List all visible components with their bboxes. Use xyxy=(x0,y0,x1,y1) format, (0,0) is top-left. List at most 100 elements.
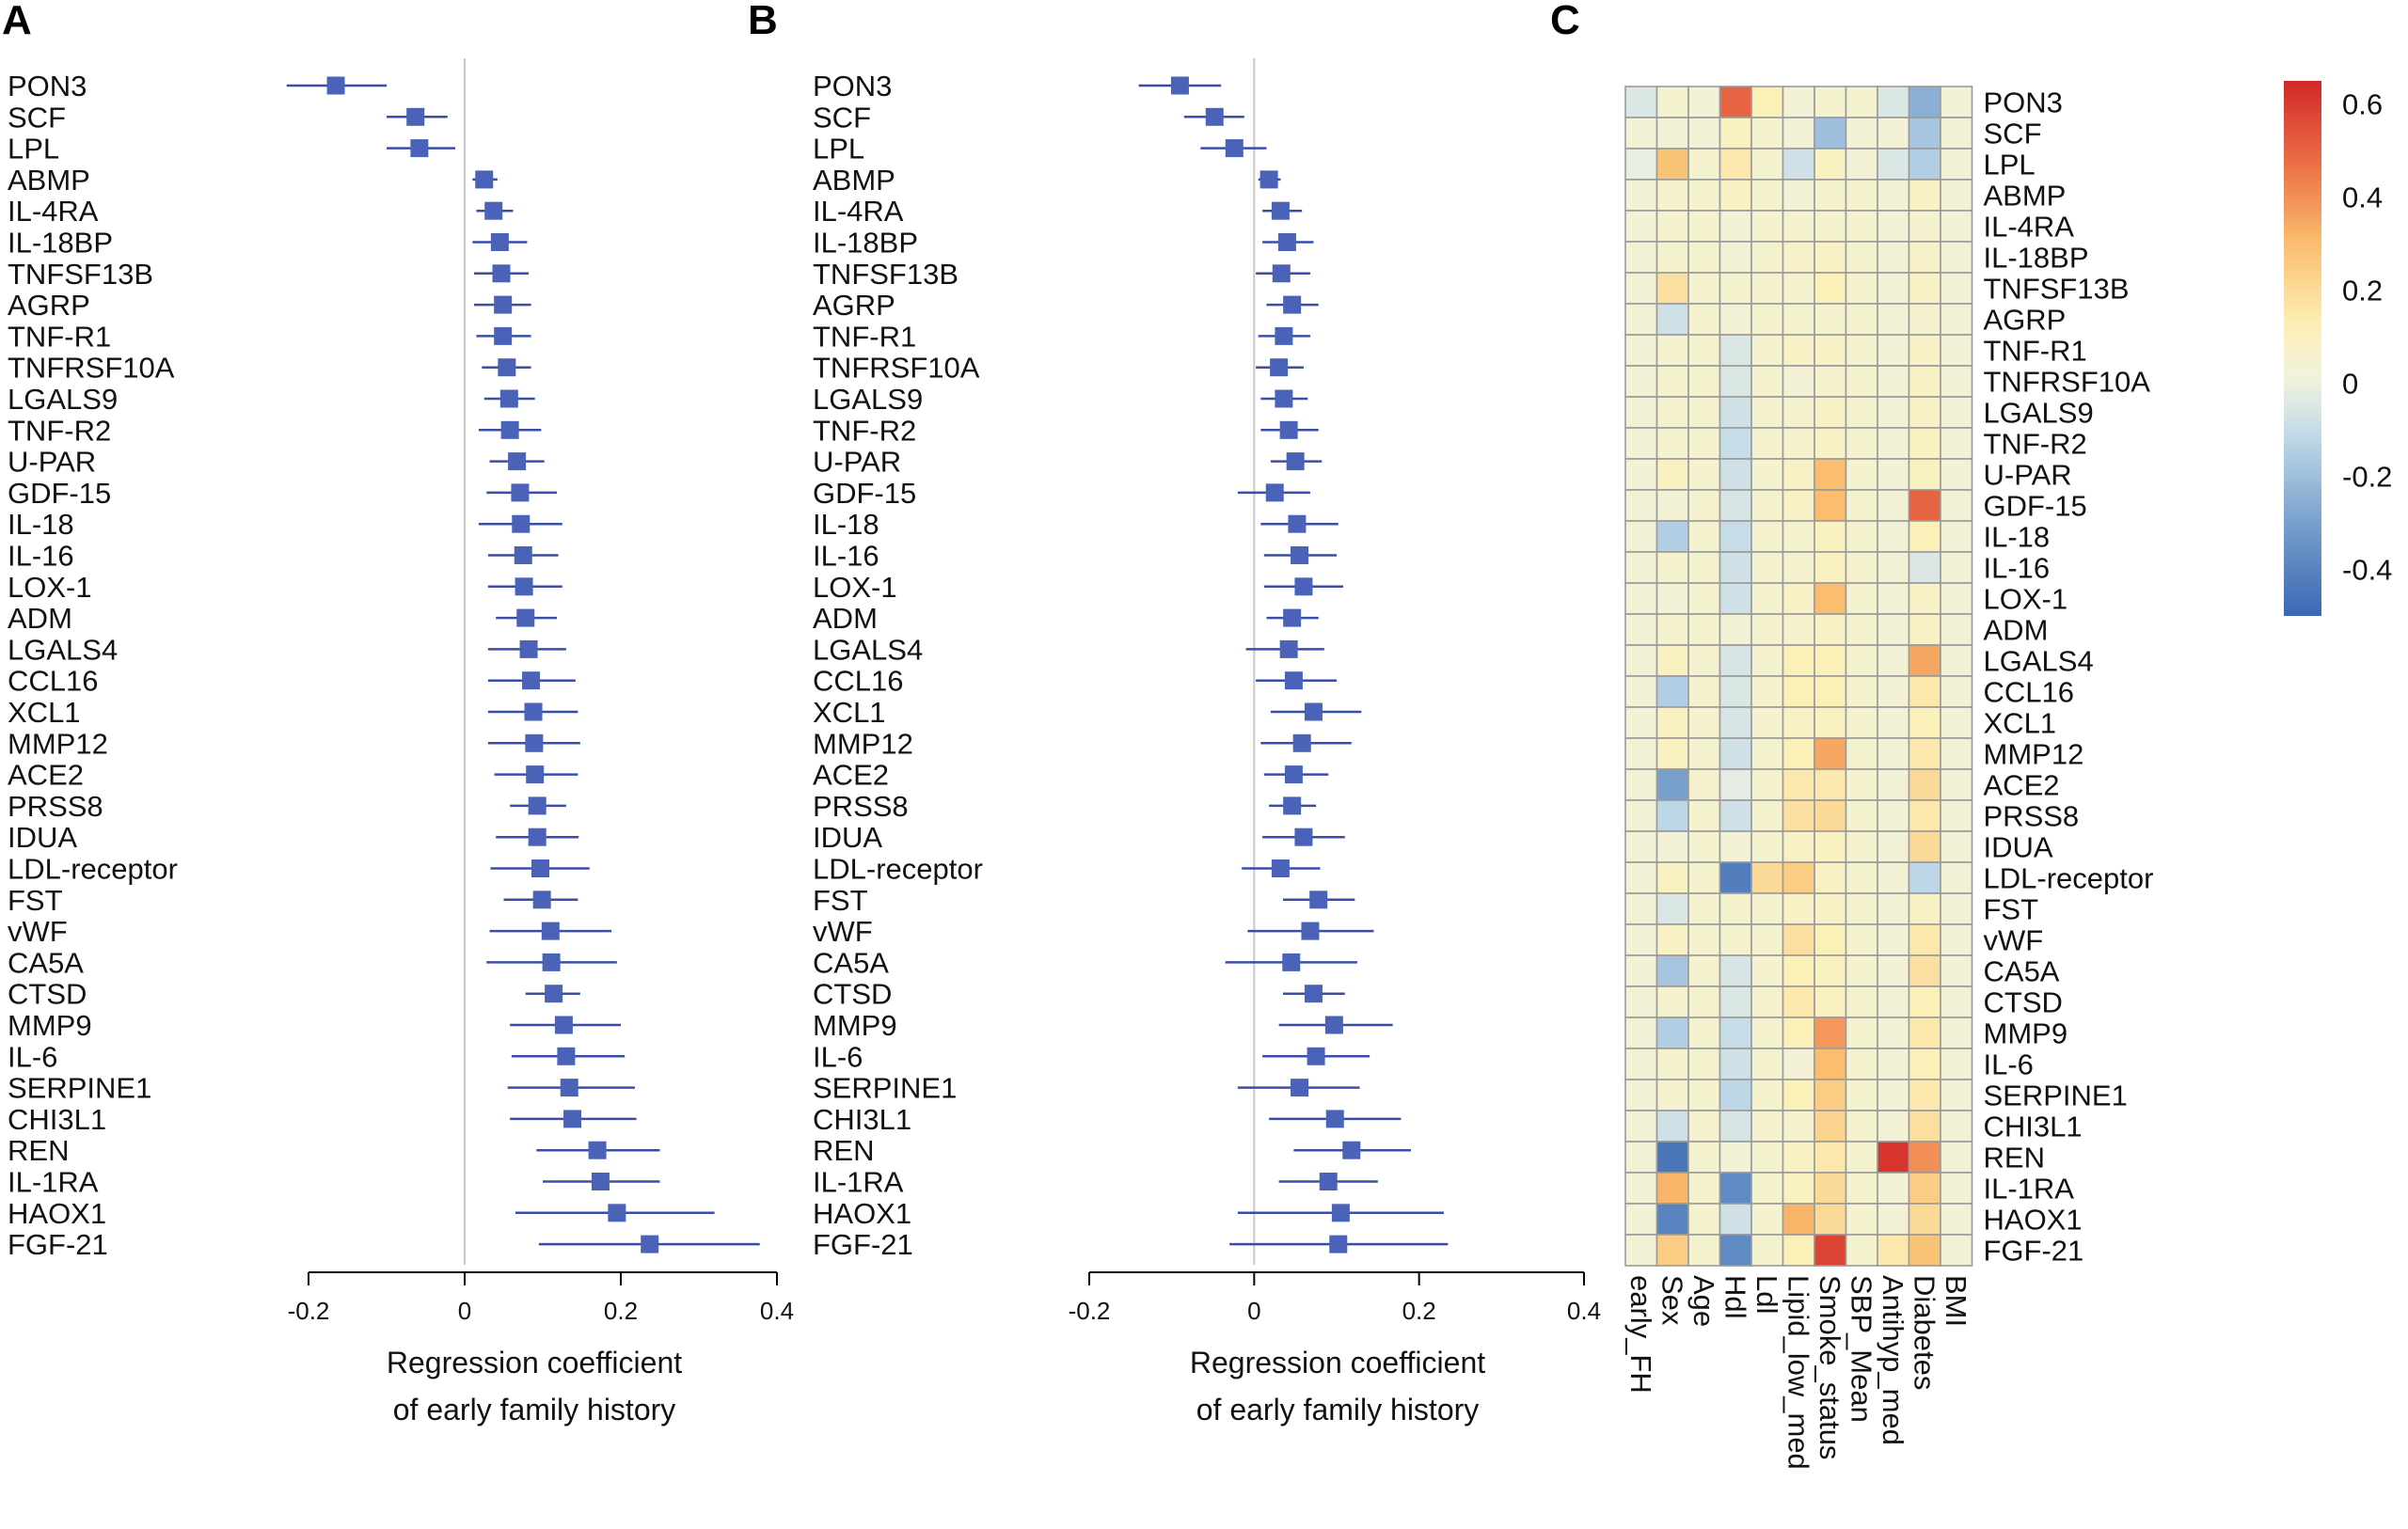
forest-a-protein-label: vWF xyxy=(8,915,68,948)
heatmap-legend-tick-label: 0 xyxy=(2342,368,2358,401)
forest-b-estimate-marker xyxy=(1304,985,1323,1003)
forest-b-protein-label: MMP9 xyxy=(813,1009,897,1042)
heatmap-cell xyxy=(1814,427,1847,460)
forest-a-protein-label: IL-1RA xyxy=(8,1166,99,1199)
forest-a-estimate-marker xyxy=(641,1235,659,1253)
heatmap-cell xyxy=(1814,179,1847,212)
heatmap-cell xyxy=(1624,613,1658,646)
heatmap-row-label: IL-16 xyxy=(1984,552,2051,585)
heatmap-cell xyxy=(1845,551,1878,584)
heatmap-cell xyxy=(1940,954,1973,987)
heatmap-cell xyxy=(1845,86,1878,118)
forest-a-protein-label: CCL16 xyxy=(8,665,99,698)
heatmap-cell xyxy=(1751,1203,1784,1236)
heatmap-cell xyxy=(1782,551,1815,584)
heatmap-column-label: BMI xyxy=(1940,1275,1972,1327)
heatmap-cell xyxy=(1624,241,1658,274)
forest-a-estimate-marker xyxy=(524,702,543,721)
heatmap-cell xyxy=(1845,427,1878,460)
heatmap-cell xyxy=(1624,1079,1658,1111)
heatmap-cell xyxy=(1908,923,1941,956)
heatmap-cell xyxy=(1719,303,1752,336)
heatmap-cell xyxy=(1782,334,1815,367)
heatmap-cell xyxy=(1624,582,1658,615)
forest-b-estimate-marker xyxy=(1283,608,1302,627)
heatmap-cell xyxy=(1845,954,1878,987)
heatmap-cell xyxy=(1751,861,1784,894)
heatmap-cell xyxy=(1940,1110,1973,1143)
heatmap-cell xyxy=(1719,1234,1752,1267)
heatmap-cell xyxy=(1624,706,1658,739)
forest-b-protein-label: FGF-21 xyxy=(813,1228,913,1261)
heatmap-cell xyxy=(1940,923,1973,956)
heatmap-cell xyxy=(1751,458,1784,491)
heatmap-cell xyxy=(1814,117,1847,150)
heatmap-cell xyxy=(1687,768,1721,801)
heatmap-cell xyxy=(1719,923,1752,956)
panel-letter-c: C xyxy=(1550,0,1580,43)
forest-b-estimate-marker xyxy=(1342,1141,1361,1159)
heatmap-cell xyxy=(1656,861,1689,894)
forest-b-estimate-marker xyxy=(1288,514,1307,533)
heatmap-cell xyxy=(1940,644,1973,677)
heatmap-cell xyxy=(1719,1141,1752,1174)
heatmap-cell xyxy=(1751,86,1784,118)
heatmap-cell xyxy=(1940,86,1973,118)
heatmap-cell xyxy=(1908,427,1941,460)
heatmap-cell xyxy=(1656,1234,1689,1267)
heatmap-row-label: FST xyxy=(1984,893,2039,926)
forest-a-protein-label: SERPINE1 xyxy=(8,1072,151,1105)
heatmap-cell xyxy=(1908,489,1941,522)
heatmap-cell xyxy=(1751,520,1784,553)
forest-b-estimate-marker xyxy=(1277,233,1296,251)
heatmap-cell xyxy=(1877,954,1910,987)
heatmap-cell xyxy=(1940,737,1973,770)
heatmap-cell xyxy=(1908,675,1941,708)
heatmap-row-label: ACE2 xyxy=(1984,769,2060,802)
heatmap-row-label: ADM xyxy=(1984,614,2049,647)
heatmap-cell xyxy=(1656,768,1689,801)
heatmap-cell xyxy=(1940,861,1973,894)
heatmap-cell xyxy=(1877,334,1910,367)
heatmap-cell xyxy=(1719,644,1752,677)
heatmap-cell xyxy=(1845,644,1878,677)
heatmap-cell xyxy=(1719,489,1752,522)
heatmap-cell xyxy=(1719,799,1752,832)
forest-b-estimate-marker xyxy=(1329,1235,1348,1253)
heatmap-row-label: XCL1 xyxy=(1984,707,2057,740)
forest-a-protein-label: HAOX1 xyxy=(8,1197,106,1230)
forest-a-estimate-marker xyxy=(494,295,513,314)
heatmap-cell xyxy=(1751,768,1784,801)
heatmap-cell xyxy=(1845,582,1878,615)
heatmap-cell xyxy=(1656,1048,1689,1080)
forest-b-estimate-marker xyxy=(1307,1047,1325,1065)
heatmap-cell xyxy=(1814,334,1847,367)
forest-a-estimate-marker xyxy=(511,483,530,502)
heatmap-cell xyxy=(1814,458,1847,491)
heatmap-cell xyxy=(1719,737,1752,770)
forest-b-protein-label: ACE2 xyxy=(813,759,889,792)
heatmap-cell xyxy=(1908,396,1941,429)
forest-a-estimate-marker xyxy=(545,985,563,1003)
heatmap-cell xyxy=(1908,985,1941,1018)
heatmap-cell xyxy=(1656,954,1689,987)
heatmap-cell xyxy=(1624,923,1658,956)
forest-b-protein-label: MMP12 xyxy=(813,727,913,760)
forest-b-x-tick-label: 0 xyxy=(1247,1297,1260,1325)
heatmap-legend-tick-label: -0.2 xyxy=(2342,461,2392,494)
heatmap-cell xyxy=(1624,1234,1658,1267)
heatmap-cell xyxy=(1877,1172,1910,1205)
heatmap-c: PON3SCFLPLABMPIL-4RAIL-18BPTNFSF13BAGRPT… xyxy=(1624,81,2392,1470)
heatmap-cell xyxy=(1624,551,1658,584)
heatmap-cell xyxy=(1656,1141,1689,1174)
heatmap-cell xyxy=(1687,1079,1721,1111)
heatmap-cell xyxy=(1751,644,1784,677)
heatmap-cell xyxy=(1908,1048,1941,1080)
forest-a-estimate-marker xyxy=(557,1047,576,1065)
heatmap-row-label: TNF-R2 xyxy=(1984,428,2087,461)
heatmap-cell xyxy=(1624,303,1658,336)
heatmap-cell xyxy=(1782,489,1815,522)
heatmap-cell xyxy=(1908,644,1941,677)
heatmap-cell xyxy=(1814,1110,1847,1143)
